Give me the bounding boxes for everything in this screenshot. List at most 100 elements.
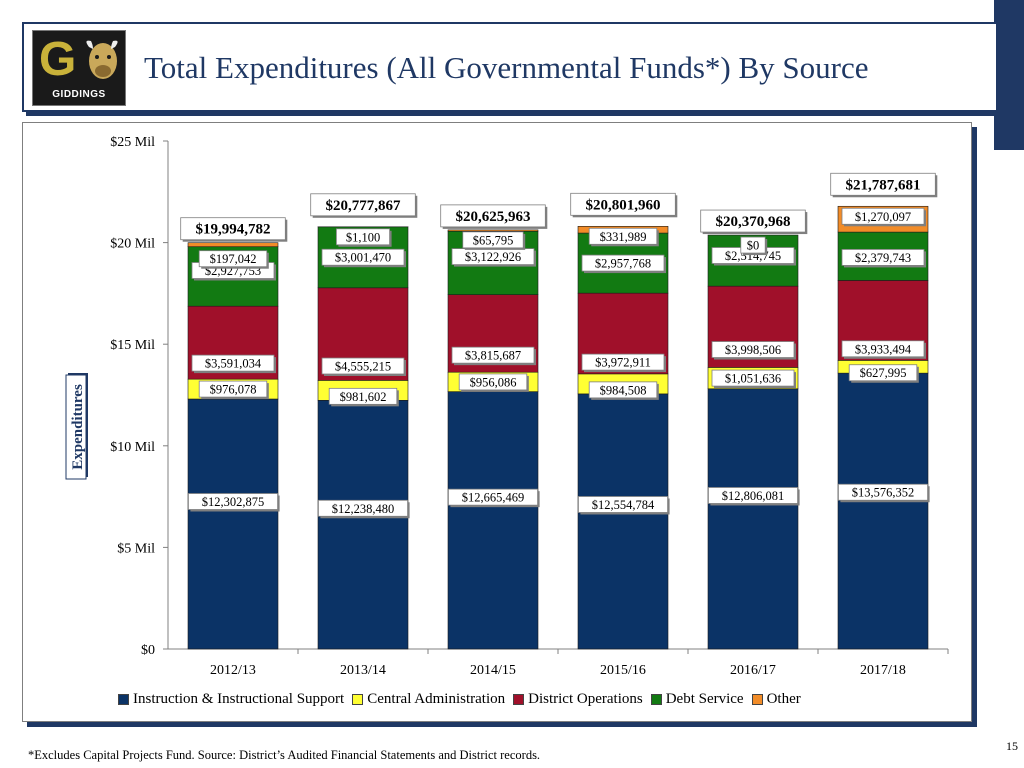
district-logo: G GIDDINGS bbox=[32, 30, 126, 106]
y-axis-title-group: Expenditures bbox=[65, 373, 88, 480]
data-label-debt-service-box bbox=[581, 254, 665, 272]
data-label-other: $331,989 bbox=[600, 230, 647, 244]
data-label-other: $197,042 bbox=[210, 252, 257, 266]
data-label-total-box bbox=[700, 209, 806, 233]
data-label-instruction-box bbox=[578, 496, 669, 513]
data-label-district-ops-box bbox=[321, 357, 405, 375]
data-label-debt-service: $3,122,926 bbox=[465, 250, 521, 264]
x-tick-label: 2017/18 bbox=[860, 663, 906, 678]
data-label-total-box bbox=[310, 193, 416, 217]
legend-label: Central Administration bbox=[367, 690, 506, 707]
x-tick-label: 2014/15 bbox=[470, 663, 516, 678]
data-label-instruction: $12,302,875 bbox=[202, 495, 265, 509]
data-label-district-ops: $3,591,034 bbox=[205, 357, 262, 371]
legend-item-district_ops: District Operations bbox=[513, 691, 643, 708]
legend-swatch bbox=[751, 693, 763, 705]
data-label-central-admin: $984,508 bbox=[600, 383, 647, 397]
legend-item-central_admin: Central Administration bbox=[352, 691, 505, 708]
data-label-other: $1,100 bbox=[346, 230, 380, 244]
legend-item-instruction: Instruction & Instructional Support bbox=[118, 691, 344, 708]
stacked-bar-chart: $0 $5 Mil $10 Mil $15 Mil $20 Mil $25 Mil Expe… bbox=[65, 135, 949, 678]
data-label-other-box bbox=[841, 207, 925, 225]
data-label-total-box bbox=[830, 172, 936, 196]
data-label-other: $1,270,097 bbox=[855, 210, 911, 224]
data-label-total: $20,777,867 bbox=[326, 198, 402, 214]
data-label-other-box bbox=[462, 231, 524, 249]
legend-label: District Operations bbox=[528, 690, 643, 707]
x-tick-label: 2016/17 bbox=[730, 663, 776, 678]
data-label-central-admin: $981,602 bbox=[340, 390, 387, 404]
buffalo-mascot-icon bbox=[86, 40, 118, 79]
legend-swatch bbox=[650, 693, 662, 705]
data-label-total-box bbox=[180, 217, 286, 241]
footnote: *Excludes Capital Projects Fund. Source:… bbox=[28, 748, 541, 762]
data-label-district-ops-box bbox=[451, 346, 535, 364]
data-label-district-ops: $3,998,506 bbox=[725, 343, 781, 357]
data-label-central-admin-box bbox=[588, 381, 658, 399]
data-label-other-box bbox=[588, 227, 658, 245]
data-label-total: $21,787,681 bbox=[846, 177, 921, 193]
data-label-instruction: $12,238,480 bbox=[332, 502, 395, 516]
y-tick-label: $20 Mil bbox=[110, 237, 155, 252]
bar-segment-instruction bbox=[577, 393, 669, 650]
data-label-district-ops: $3,815,687 bbox=[465, 349, 521, 363]
data-label-instruction: $12,554,784 bbox=[592, 498, 655, 512]
y-tick-label: $25 Mil bbox=[110, 135, 155, 150]
data-label-district-ops: $3,972,911 bbox=[595, 356, 651, 370]
data-label-central-admin-box bbox=[198, 380, 268, 398]
bar-segment-other bbox=[187, 242, 279, 248]
y-tick-label: $10 Mil bbox=[110, 440, 155, 455]
legend-swatch bbox=[352, 693, 364, 705]
bar-segment-other bbox=[447, 229, 539, 232]
y-tick-label: $5 Mil bbox=[117, 541, 155, 556]
chart-frame: $0 $5 Mil $10 Mil $15 Mil $20 Mil $25 Mil Expe… bbox=[22, 122, 972, 722]
data-label-total-box bbox=[570, 192, 676, 216]
legend-label: Debt Service bbox=[665, 690, 744, 707]
data-label-instruction-box bbox=[187, 493, 278, 510]
data-label-total: $20,370,968 bbox=[716, 214, 791, 230]
legend-swatch bbox=[513, 693, 525, 705]
bar-segment-instruction bbox=[707, 388, 799, 650]
data-label-instruction-box bbox=[838, 483, 929, 501]
data-label-other: $65,795 bbox=[473, 233, 514, 247]
page-number: 15 bbox=[1006, 739, 1018, 753]
data-label-district-ops-box bbox=[191, 354, 275, 372]
header-band bbox=[22, 22, 998, 112]
data-label-debt-service: $2,379,743 bbox=[855, 251, 911, 265]
data-label-district-ops: $4,555,215 bbox=[335, 360, 391, 374]
data-label-central-admin-box bbox=[711, 369, 795, 387]
data-label-instruction: $13,576,352 bbox=[852, 486, 915, 500]
data-label-other-box bbox=[198, 250, 268, 268]
legend-item-debt_service: Debt Service bbox=[650, 690, 744, 708]
data-label-central-admin: $976,078 bbox=[210, 383, 257, 397]
bar-segment-instruction bbox=[837, 372, 929, 650]
logo-letter-g: G bbox=[39, 33, 77, 86]
data-label-other-box bbox=[740, 236, 766, 254]
data-label-district-ops-box bbox=[841, 340, 925, 358]
data-label-central-admin: $956,086 bbox=[470, 375, 517, 389]
x-tick-label: 2015/16 bbox=[600, 663, 646, 678]
data-label-central-admin: $627,995 bbox=[860, 366, 907, 380]
data-label-total: $19,994,782 bbox=[196, 222, 271, 238]
y-tick-label: $15 Mil bbox=[110, 338, 155, 353]
data-label-central-admin-box bbox=[328, 387, 398, 405]
right-accent-bar bbox=[994, 0, 1024, 150]
data-label-instruction: $12,806,081 bbox=[722, 489, 785, 503]
data-label-other-box bbox=[335, 228, 390, 246]
data-label-debt-service-box bbox=[321, 248, 405, 266]
data-label-district-ops: $3,933,494 bbox=[855, 342, 912, 356]
data-label-district-ops-box bbox=[711, 341, 795, 358]
data-label-central-admin-box bbox=[458, 373, 528, 391]
data-label-central-admin: $1,051,636 bbox=[725, 372, 781, 386]
x-tick-label: 2012/13 bbox=[210, 663, 256, 678]
data-label-instruction: $12,665,469 bbox=[462, 491, 525, 505]
data-label-instruction-box bbox=[317, 499, 408, 517]
data-label-instruction-box bbox=[708, 487, 799, 504]
bar-segment-instruction bbox=[187, 398, 279, 650]
legend-label: Other bbox=[766, 690, 801, 707]
data-label-debt-service-box bbox=[841, 249, 925, 266]
data-label-debt-service: $2,957,768 bbox=[595, 257, 651, 271]
data-label-total: $20,625,963 bbox=[456, 209, 531, 225]
y-tick-label: $0 bbox=[141, 643, 155, 658]
bar-segment-instruction bbox=[447, 391, 539, 650]
